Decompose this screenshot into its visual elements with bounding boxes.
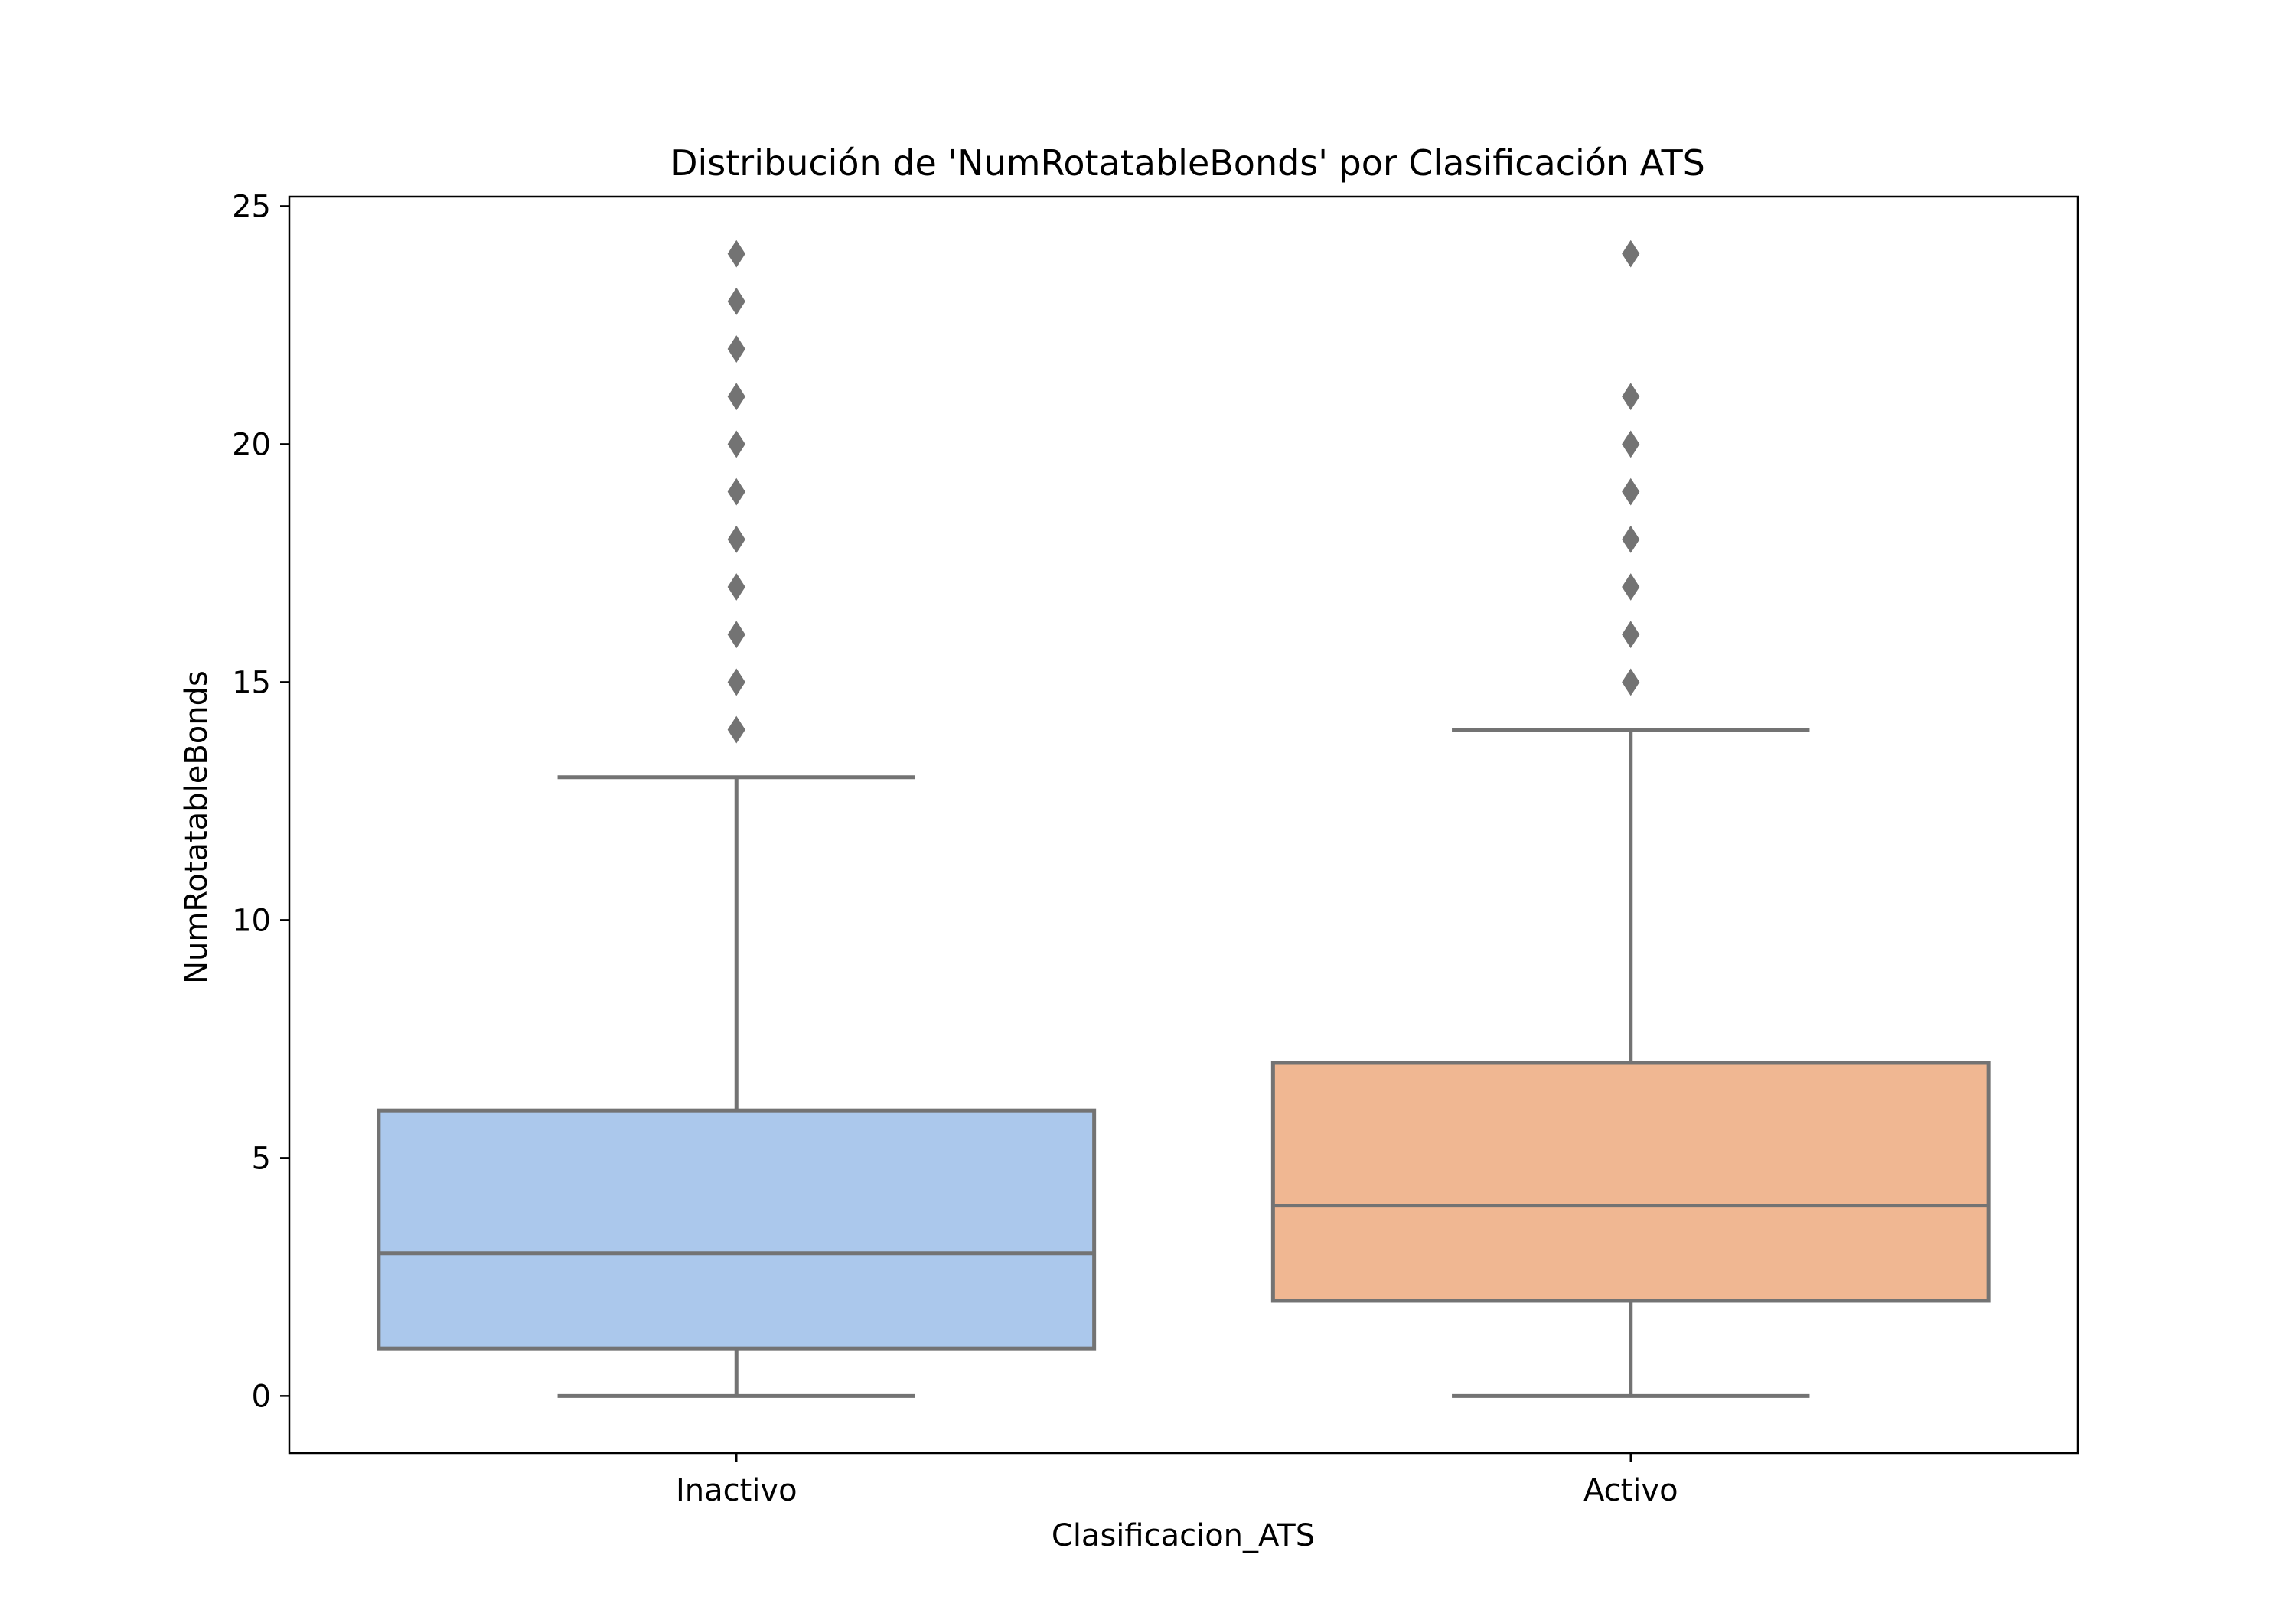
outlier-point xyxy=(727,383,745,411)
x-tick-label: Activo xyxy=(1583,1473,1678,1508)
box-iqr xyxy=(1270,1061,1991,1303)
y-axis-label: NumRotatableBonds xyxy=(179,670,214,984)
outlier-point xyxy=(1622,525,1640,553)
box-iqr xyxy=(377,1108,1097,1351)
outlier-point xyxy=(727,477,745,506)
chart-title: Distribución de 'NumRotatableBonds' por … xyxy=(670,142,1705,184)
outlier-point xyxy=(727,525,745,553)
outlier-point xyxy=(1622,621,1640,649)
y-tick-label: 5 xyxy=(252,1141,271,1176)
x-axis-ticks: Inactivo Activo xyxy=(676,1453,1678,1508)
outlier-point xyxy=(1622,477,1640,506)
y-tick-label: 0 xyxy=(252,1379,271,1414)
outlier-point xyxy=(1622,240,1640,268)
plot-frame xyxy=(288,195,2079,1455)
outlier-point xyxy=(1622,668,1640,696)
x-axis-label: Clasificacion_ATS xyxy=(1052,1518,1315,1553)
x-tick-label: Inactivo xyxy=(676,1473,797,1508)
outlier-point xyxy=(727,715,745,744)
outlier-point xyxy=(1622,383,1640,411)
outlier-point xyxy=(1622,430,1640,458)
outlier-point xyxy=(727,335,745,363)
outlier-point xyxy=(727,287,745,315)
outlier-point xyxy=(727,621,745,649)
outlier-point xyxy=(727,573,745,601)
box-group-inactivo xyxy=(377,240,1097,1398)
outlier-point xyxy=(727,668,745,696)
plot-area xyxy=(377,240,1991,1398)
y-tick-label: 10 xyxy=(232,903,271,938)
outlier-point xyxy=(1622,573,1640,601)
y-tick-label: 15 xyxy=(232,665,271,700)
outlier-point xyxy=(727,430,745,458)
box-group-activo xyxy=(1270,240,1991,1398)
y-axis-ticks: 0 5 10 15 20 25 xyxy=(232,189,289,1414)
y-tick-label: 20 xyxy=(232,427,271,462)
outlier-point xyxy=(727,240,745,268)
y-tick-label: 25 xyxy=(232,189,271,224)
